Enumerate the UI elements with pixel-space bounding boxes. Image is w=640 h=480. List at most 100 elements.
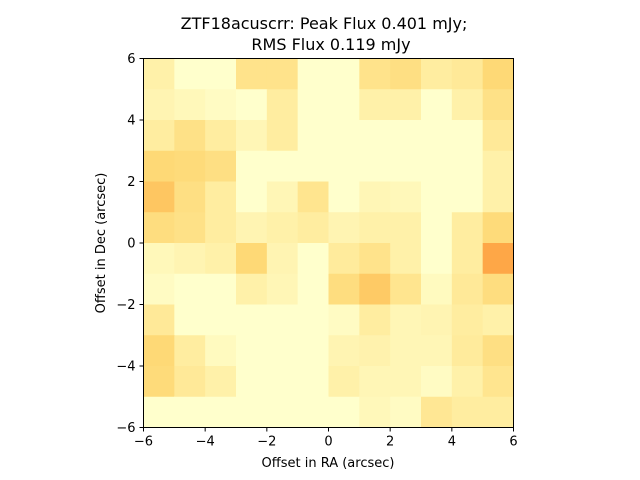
heatmap-cell bbox=[143, 366, 175, 398]
heatmap-cell bbox=[297, 366, 329, 398]
heatmap-cell bbox=[328, 150, 360, 182]
heatmap-cell bbox=[359, 335, 391, 367]
heatmap-cell bbox=[205, 181, 237, 213]
y-tick-label: −4 bbox=[116, 360, 135, 375]
heatmap-cell bbox=[359, 150, 391, 182]
heatmap-cell bbox=[205, 58, 237, 90]
heatmap-cell bbox=[297, 89, 329, 121]
heatmap-cell bbox=[359, 89, 391, 121]
heatmap-cell bbox=[451, 212, 484, 244]
heatmap-cell bbox=[297, 212, 329, 244]
heatmap-cell bbox=[482, 396, 514, 428]
heatmap-cell bbox=[359, 58, 391, 90]
heatmap-cell bbox=[359, 212, 391, 244]
heatmap-cell bbox=[236, 335, 268, 367]
heatmap-cell bbox=[328, 366, 360, 398]
heatmap-cell bbox=[205, 120, 237, 152]
heatmap-cell bbox=[143, 212, 175, 244]
heatmap-cell bbox=[390, 335, 422, 367]
x-tick-label: 0 bbox=[324, 435, 332, 450]
heatmap-cell bbox=[390, 396, 422, 428]
heatmap-cell bbox=[266, 89, 299, 121]
heatmap-cell bbox=[421, 58, 453, 90]
heatmap-cell bbox=[482, 89, 514, 121]
heatmap-cell bbox=[328, 335, 360, 367]
x-axis: −6 −4 −2 0 2 4 6 bbox=[134, 427, 518, 450]
heatmap-cell bbox=[328, 304, 360, 336]
y-tick-label: −2 bbox=[116, 298, 135, 313]
heatmap-cell bbox=[390, 150, 422, 182]
heatmap-cell bbox=[236, 181, 268, 213]
heatmap-cell bbox=[174, 396, 206, 428]
heatmap-cell bbox=[143, 120, 175, 152]
heatmap-cell bbox=[421, 120, 453, 152]
heatmap-cells bbox=[143, 58, 514, 428]
heatmap-cell bbox=[205, 150, 237, 182]
heatmap-cell bbox=[482, 243, 514, 275]
heatmap-cell bbox=[328, 243, 360, 275]
heatmap-cell bbox=[174, 181, 206, 213]
heatmap-cell bbox=[482, 58, 514, 90]
x-tick-label: −4 bbox=[196, 435, 215, 450]
heatmap-cell bbox=[328, 120, 360, 152]
heatmap-cell bbox=[205, 335, 237, 367]
heatmap-cell bbox=[482, 212, 514, 244]
heatmap-cell bbox=[328, 212, 360, 244]
heatmap-cell bbox=[236, 212, 268, 244]
heatmap-cell bbox=[482, 335, 514, 367]
heatmap-cell bbox=[451, 120, 484, 152]
heatmap-cell bbox=[266, 120, 299, 152]
heatmap-cell bbox=[421, 396, 453, 428]
y-axis: −6 −4 −2 0 2 4 6 bbox=[116, 52, 144, 436]
heatmap-cell bbox=[174, 150, 206, 182]
heatmap-cell bbox=[359, 273, 391, 305]
heatmap-cell bbox=[328, 396, 360, 428]
heatmap-cell bbox=[205, 89, 237, 121]
heatmap-cell bbox=[297, 120, 329, 152]
x-axis-label: Offset in RA (arcsec) bbox=[262, 456, 395, 471]
heatmap-cell bbox=[297, 58, 329, 90]
heatmap-cell bbox=[390, 181, 422, 213]
heatmap-cell bbox=[359, 120, 391, 152]
heatmap-cell bbox=[205, 396, 237, 428]
heatmap-cell bbox=[143, 150, 175, 182]
heatmap-cell bbox=[421, 150, 453, 182]
heatmap-cell bbox=[451, 89, 484, 121]
heatmap-cell bbox=[143, 304, 175, 336]
x-tick-label: 6 bbox=[509, 435, 517, 450]
heatmap-cell bbox=[236, 58, 268, 90]
x-tick-label: 2 bbox=[386, 435, 394, 450]
heatmap-cell bbox=[266, 396, 299, 428]
heatmap-cell bbox=[174, 58, 206, 90]
heatmap-cell bbox=[328, 273, 360, 305]
heatmap-cell bbox=[205, 304, 237, 336]
heatmap-cell bbox=[143, 273, 175, 305]
heatmap-cell bbox=[359, 366, 391, 398]
heatmap-cell bbox=[390, 273, 422, 305]
heatmap-cell bbox=[266, 366, 299, 398]
heatmap-cell bbox=[143, 396, 175, 428]
heatmap-cell bbox=[297, 243, 329, 275]
chart-title-line-1: ZTF18acuscrr: Peak Flux 0.401 mJy; bbox=[181, 14, 468, 33]
heatmap-cell bbox=[266, 58, 299, 90]
heatmap-cell bbox=[451, 273, 484, 305]
chart-title-line-2: RMS Flux 0.119 mJy bbox=[251, 35, 410, 54]
heatmap-cell bbox=[236, 366, 268, 398]
heatmap-cell bbox=[359, 181, 391, 213]
heatmap-cell bbox=[451, 243, 484, 275]
heatmap-cell bbox=[297, 273, 329, 305]
heatmap-cell bbox=[421, 366, 453, 398]
heatmap-cell bbox=[266, 181, 299, 213]
heatmap-cell bbox=[451, 366, 484, 398]
heatmap-cell bbox=[359, 304, 391, 336]
heatmap-cell bbox=[451, 396, 484, 428]
heatmap-cell bbox=[451, 58, 484, 90]
x-tick-label: 4 bbox=[448, 435, 456, 450]
y-tick-label: 4 bbox=[127, 114, 135, 129]
heatmap-cell bbox=[359, 396, 391, 428]
heatmap-cell bbox=[205, 212, 237, 244]
heatmap-cell bbox=[421, 212, 453, 244]
heatmap-cell bbox=[174, 273, 206, 305]
heatmap-cell bbox=[205, 366, 237, 398]
heatmap-cell bbox=[174, 366, 206, 398]
